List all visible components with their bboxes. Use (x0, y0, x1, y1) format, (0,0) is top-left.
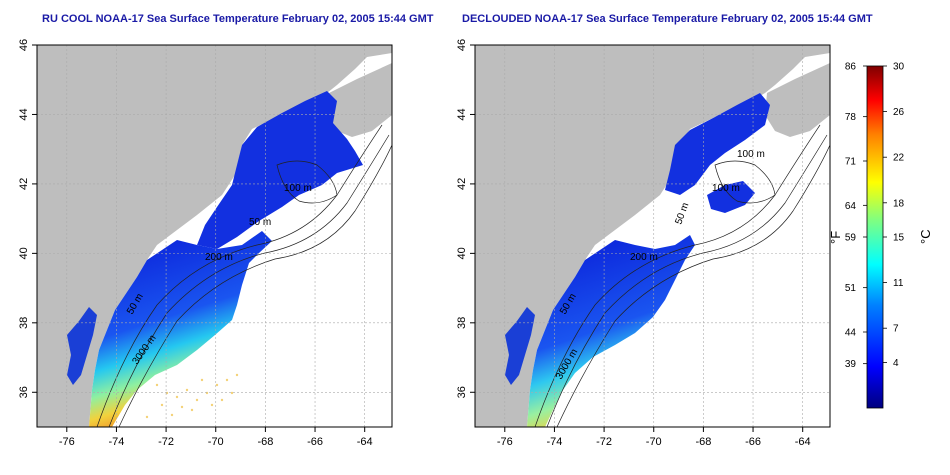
contour-label: 200 m (630, 252, 658, 263)
lon-tick-label: -68 (257, 436, 273, 448)
lon-tick-label: -74 (546, 436, 562, 448)
contour-label: 50 m (249, 217, 271, 228)
colorbar-f-label: 71 (845, 157, 857, 168)
colorbar-c-label: 18 (893, 198, 905, 209)
land-mass (37, 45, 392, 427)
lon-tick-label: -70 (208, 436, 224, 448)
sst-offshore-speckle (145, 373, 239, 419)
lat-tick-label: 42 (456, 178, 468, 190)
sst-bay (505, 307, 535, 385)
contour-label: 100 m (284, 183, 312, 194)
colorbar-c-label: 4 (893, 358, 899, 369)
contour-label: 100 m (712, 183, 740, 194)
colorbar-f-label: 44 (845, 328, 857, 339)
celsius-unit-label: °C (918, 229, 933, 244)
sst-shelf-water (527, 235, 695, 427)
colorbar-gradient (866, 65, 884, 409)
lat-tick-label: 44 (456, 108, 468, 120)
lat-tick-label: 44 (18, 108, 30, 120)
lon-tick-label: -66 (307, 436, 323, 448)
lon-tick-label: -64 (357, 436, 373, 448)
lat-lon-grid-right (475, 45, 830, 427)
colorbar-f-label: 78 (845, 112, 857, 123)
sst-gulf-of-maine (197, 91, 363, 249)
colorbar-c-label: 15 (893, 233, 905, 244)
map-frame-right (474, 44, 831, 428)
colorbar-f-label: 86 (845, 62, 857, 73)
sst-georges-bank (707, 181, 755, 213)
lat-tick-label: 40 (18, 247, 30, 259)
colorbar-f-label: 59 (845, 233, 857, 244)
map-panel-right: 100 m 100 m 50 m 200 m 50 m 3000 m -76 -7… (456, 39, 831, 448)
lat-tick-label: 46 (18, 39, 30, 51)
contour-label: 200 m (205, 252, 233, 263)
lon-tick-label: -66 (745, 436, 761, 448)
lon-tick-label: -72 (158, 436, 174, 448)
lon-tick-label: -74 (108, 436, 124, 448)
lat-lon-grid-left (37, 45, 392, 427)
lat-tick-label: 38 (18, 317, 30, 329)
land-nova-scotia (765, 63, 830, 137)
land-nova-scotia (327, 63, 392, 137)
lat-tick-label: 42 (18, 178, 30, 190)
colorbar: 86 78 71 64 59 51 44 39 30 26 22 18 15 11 7 4 °F °C (828, 62, 933, 409)
lat-tick-label: 40 (456, 247, 468, 259)
lon-tick-label: -72 (596, 436, 612, 448)
lon-tick-label: -64 (795, 436, 811, 448)
lon-tick-label: -70 (646, 436, 662, 448)
colorbar-celsius-labels: 30 26 22 18 15 11 7 4 (883, 62, 905, 369)
colorbar-f-label: 39 (845, 359, 857, 370)
map-title-right: DECLOUDED NOAA-17 Sea Surface Temperatur… (462, 13, 873, 25)
bathymetry-contours (534, 124, 830, 427)
lon-tick-label: -76 (497, 436, 513, 448)
axis-ticks-left: -76 -74 -72 -70 -68 -66 -64 36 38 40 42 44 46 (18, 39, 373, 448)
lon-tick-label: -68 (695, 436, 711, 448)
colorbar-c-label: 22 (893, 153, 905, 164)
colorbar-c-label: 30 (893, 62, 905, 73)
axis-ticks-right: -76 -74 -72 -70 -68 -66 -64 36 38 40 42 44 46 (456, 39, 811, 448)
lat-tick-label: 36 (456, 386, 468, 398)
contour-label: 50 m (673, 201, 691, 226)
colorbar-c-label: 11 (893, 278, 904, 289)
map-title-left: RU COOL NOAA-17 Sea Surface Temperature … (42, 13, 434, 25)
land-mass (475, 45, 830, 427)
lat-tick-label: 36 (18, 386, 30, 398)
map-frame-left (36, 44, 393, 428)
colorbar-fahrenheit-labels: 86 78 71 64 59 51 44 39 (845, 62, 867, 370)
sst-gulf-of-maine (665, 93, 770, 195)
colorbar-c-label: 7 (893, 324, 899, 335)
bathymetry-contours (96, 124, 392, 427)
contour-label: 100 m (737, 149, 765, 160)
sst-shelf-water (89, 231, 272, 427)
colorbar-f-label: 51 (845, 283, 857, 294)
colorbar-c-label: 26 (893, 107, 905, 118)
lat-tick-label: 46 (456, 39, 468, 51)
sst-bay (67, 307, 97, 385)
map-panel-left: 100 m 50 m 200 m 50 m 3000 m -76 -74 -72 -7… (18, 39, 393, 448)
lat-tick-label: 38 (456, 317, 468, 329)
colorbar-f-label: 64 (845, 201, 857, 212)
fahrenheit-unit-label: °F (828, 231, 843, 244)
lon-tick-label: -76 (59, 436, 75, 448)
